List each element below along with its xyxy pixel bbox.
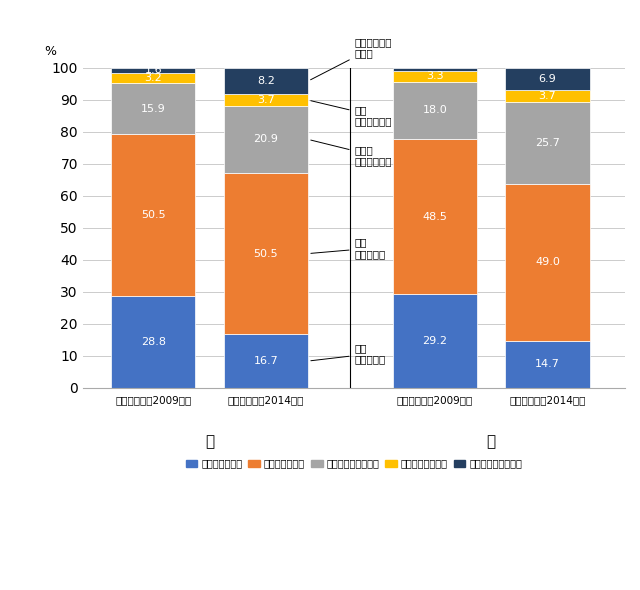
Text: 15.9: 15.9 [141,104,166,114]
Text: 多少
感じている: 多少 感じている [311,237,386,259]
Text: 16.7: 16.7 [253,356,278,366]
Text: 3.7: 3.7 [257,95,275,105]
Bar [392,68,477,71]
Bar [392,71,477,81]
Bar [111,73,195,83]
Text: 50.5: 50.5 [253,248,278,258]
Bar [392,139,477,294]
Bar [392,294,477,388]
Bar [111,68,195,73]
Bar [111,134,195,296]
Text: 3.7: 3.7 [539,91,556,101]
Text: 50.5: 50.5 [141,210,166,220]
Bar [506,102,590,184]
Text: 3.3: 3.3 [426,71,444,81]
Bar [506,341,590,388]
Text: 48.5: 48.5 [422,212,447,222]
Y-axis label: %: % [44,45,56,58]
Text: 18.0: 18.0 [422,106,447,116]
Bar [506,68,590,90]
Bar [506,184,590,341]
Bar [223,106,308,173]
Bar [111,296,195,388]
Text: 49.0: 49.0 [535,257,560,267]
Bar [223,335,308,388]
Text: 1.6: 1.6 [145,65,162,76]
Text: 全く
感じていない: 全く 感じていない [311,101,392,126]
Text: 8.2: 8.2 [257,76,275,86]
Text: 男: 男 [486,435,496,450]
Bar [223,173,308,335]
Bar [223,68,308,94]
Bar [111,83,195,134]
Legend: 十分感じている, 多少感じている, あまり感じていない, 全く感じていない, わからない・無回答: 十分感じている, 多少感じている, あまり感じていない, 全く感じていない, わ… [182,455,526,473]
Bar [506,90,590,102]
Text: 14.7: 14.7 [535,359,560,369]
Text: あまり
感じていない: あまり 感じていない [311,140,392,166]
Text: 20.9: 20.9 [253,135,278,145]
Text: 25.7: 25.7 [535,138,560,148]
Text: わからない・
無回答: わからない・ 無回答 [310,37,392,80]
Text: 3.2: 3.2 [144,73,162,83]
Bar [392,81,477,139]
Text: 女: 女 [205,435,214,450]
Bar [223,94,308,106]
Text: 6.9: 6.9 [539,74,556,84]
Text: 29.2: 29.2 [422,336,447,346]
Text: 十分
感じている: 十分 感じている [311,343,386,365]
Text: 28.8: 28.8 [141,337,166,347]
